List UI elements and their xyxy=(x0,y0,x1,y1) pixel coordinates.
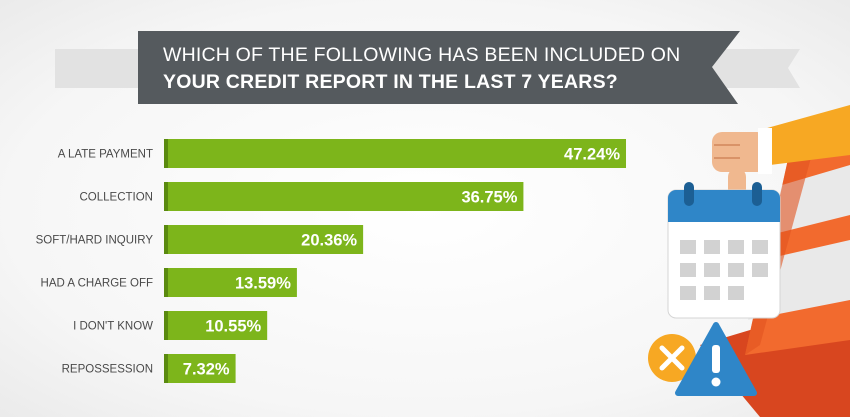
value-label: 20.36% xyxy=(301,232,357,250)
chart-title-line2: YOUR CREDIT REPORT IN THE LAST 7 YEARS? xyxy=(163,71,618,93)
value-label: 7.32% xyxy=(183,361,230,379)
bar-edge xyxy=(164,182,168,211)
x-circle-icon xyxy=(648,334,696,382)
bar-edge xyxy=(164,311,168,340)
calendar-icon xyxy=(667,182,781,319)
bars-layer: A LATE PAYMENT 47.24% COLLECTION 36.75% SOFT… xyxy=(36,139,627,383)
category-label: COLLECTION xyxy=(80,192,154,204)
category-label: SOFT/HARD INQUIRY xyxy=(36,235,154,247)
category-label: I DON'T KNOW xyxy=(73,321,153,333)
category-label: A LATE PAYMENT xyxy=(58,149,153,161)
bar-edge xyxy=(164,268,168,297)
bar xyxy=(168,268,297,297)
bar xyxy=(168,182,524,211)
bar xyxy=(168,311,268,340)
category-label: HAD A CHARGE OFF xyxy=(41,278,153,290)
bar-edge xyxy=(164,225,168,254)
value-label: 10.55% xyxy=(205,318,261,336)
value-label: 36.75% xyxy=(461,189,517,207)
value-label: 47.24% xyxy=(564,146,620,164)
value-label: 13.59% xyxy=(235,275,291,293)
title-ribbon xyxy=(55,31,800,104)
illustration xyxy=(648,105,850,417)
category-label: REPOSSESSION xyxy=(62,364,153,376)
bar xyxy=(168,225,364,254)
chart-title-line1: WHICH OF THE FOLLOWING HAS BEEN INCLUDED… xyxy=(163,44,681,66)
title-banner: WHICH OF THE FOLLOWING HAS BEEN INCLUDED… xyxy=(0,0,850,120)
bar xyxy=(168,354,236,383)
bar-edge xyxy=(164,354,168,383)
bar-edge xyxy=(164,139,168,168)
warning-icon xyxy=(675,322,757,396)
bar xyxy=(168,139,627,168)
